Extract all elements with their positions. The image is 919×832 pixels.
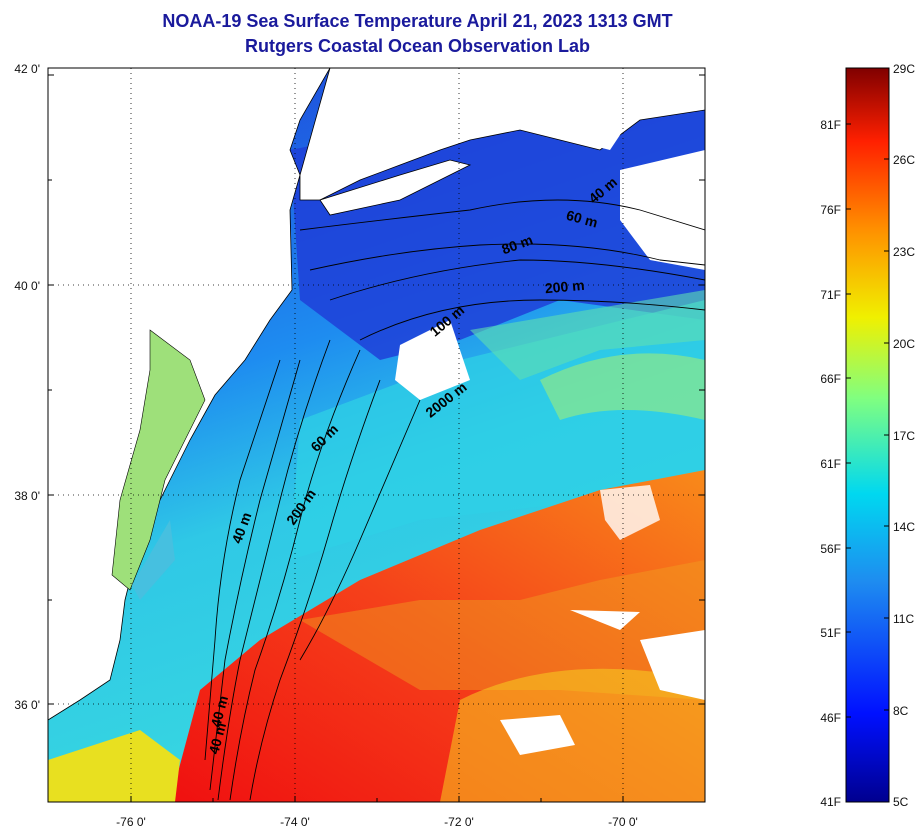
cloud-patch	[570, 610, 640, 630]
warm-core-filament	[470, 290, 705, 380]
axis-ticks	[48, 74, 705, 802]
long-island	[319, 159, 472, 216]
colorbar-fahrenheit-label: 41F	[820, 795, 841, 809]
lat-label: 42 0'	[14, 62, 40, 76]
colorbar-fahrenheit-label: 71F	[820, 288, 841, 302]
colorbar-fahrenheit-label: 56F	[820, 542, 841, 556]
colorbar-celsius-label: 14C	[893, 520, 915, 534]
cloud-patch	[395, 320, 470, 400]
colorbar-fahrenheit-label: 66F	[820, 372, 841, 386]
lon-label: -74 0'	[280, 815, 310, 829]
colorbar-celsius-label: 11C	[893, 612, 914, 626]
lat-label: 40 0'	[14, 279, 40, 293]
colorbar-celsius-label: 8C	[893, 704, 909, 718]
lat-label: 38 0'	[14, 489, 40, 503]
colorbar-fahrenheit-label: 51F	[820, 626, 841, 640]
map-area: 40 m 60 m 80 m 200 m 100 m 2000 m 60 m 2…	[48, 68, 705, 802]
colorbar-celsius-label: 5C	[893, 795, 909, 809]
cloud-patch	[500, 715, 575, 755]
lat-label: 36 0'	[14, 698, 40, 712]
cloud-patch	[600, 485, 660, 540]
cloud-patch	[640, 630, 705, 700]
isobath-label: 40 m	[207, 694, 231, 729]
yellow-water	[440, 668, 705, 802]
cloud-patch	[620, 150, 705, 270]
map-title: NOAA-19 Sea Surface Temperature April 21…	[162, 11, 673, 31]
isobath-label: 40 m	[205, 721, 229, 756]
colorbar-celsius-label: 29C	[893, 62, 915, 76]
lon-label: -76 0'	[116, 815, 146, 829]
colorbar-fahrenheit-label: 76F	[820, 203, 841, 217]
isobath-label: 200 m	[544, 277, 585, 296]
colorbar-celsius-label: 23C	[893, 245, 915, 259]
colorbar-fahrenheit-label: 46F	[820, 711, 841, 725]
colorbar	[845, 67, 890, 803]
colorbar-celsius-label: 20C	[893, 337, 915, 351]
lower-bay	[132, 520, 175, 600]
green-filament	[540, 353, 705, 420]
colorbar-ticks	[846, 67, 889, 718]
cloud-patch	[560, 100, 630, 150]
colorbar-celsius-label: 26C	[893, 153, 915, 167]
pamlico-sound	[48, 730, 180, 802]
colorbar-fahrenheit-label: 81F	[820, 118, 841, 132]
new-england-land	[299, 68, 705, 201]
lon-label: -72 0'	[444, 815, 474, 829]
isobath-contours	[204, 199, 705, 801]
map-subtitle: Rutgers Coastal Ocean Observation Lab	[244, 36, 591, 56]
colorbar-celsius-label: 17C	[893, 429, 915, 443]
isobath-label: 60 m	[565, 207, 600, 231]
lon-label: -70 0'	[608, 815, 638, 829]
colorbar-fahrenheit-label: 61F	[820, 457, 841, 471]
warm-eddy	[300, 560, 705, 700]
chesapeake-bay	[111, 329, 206, 591]
